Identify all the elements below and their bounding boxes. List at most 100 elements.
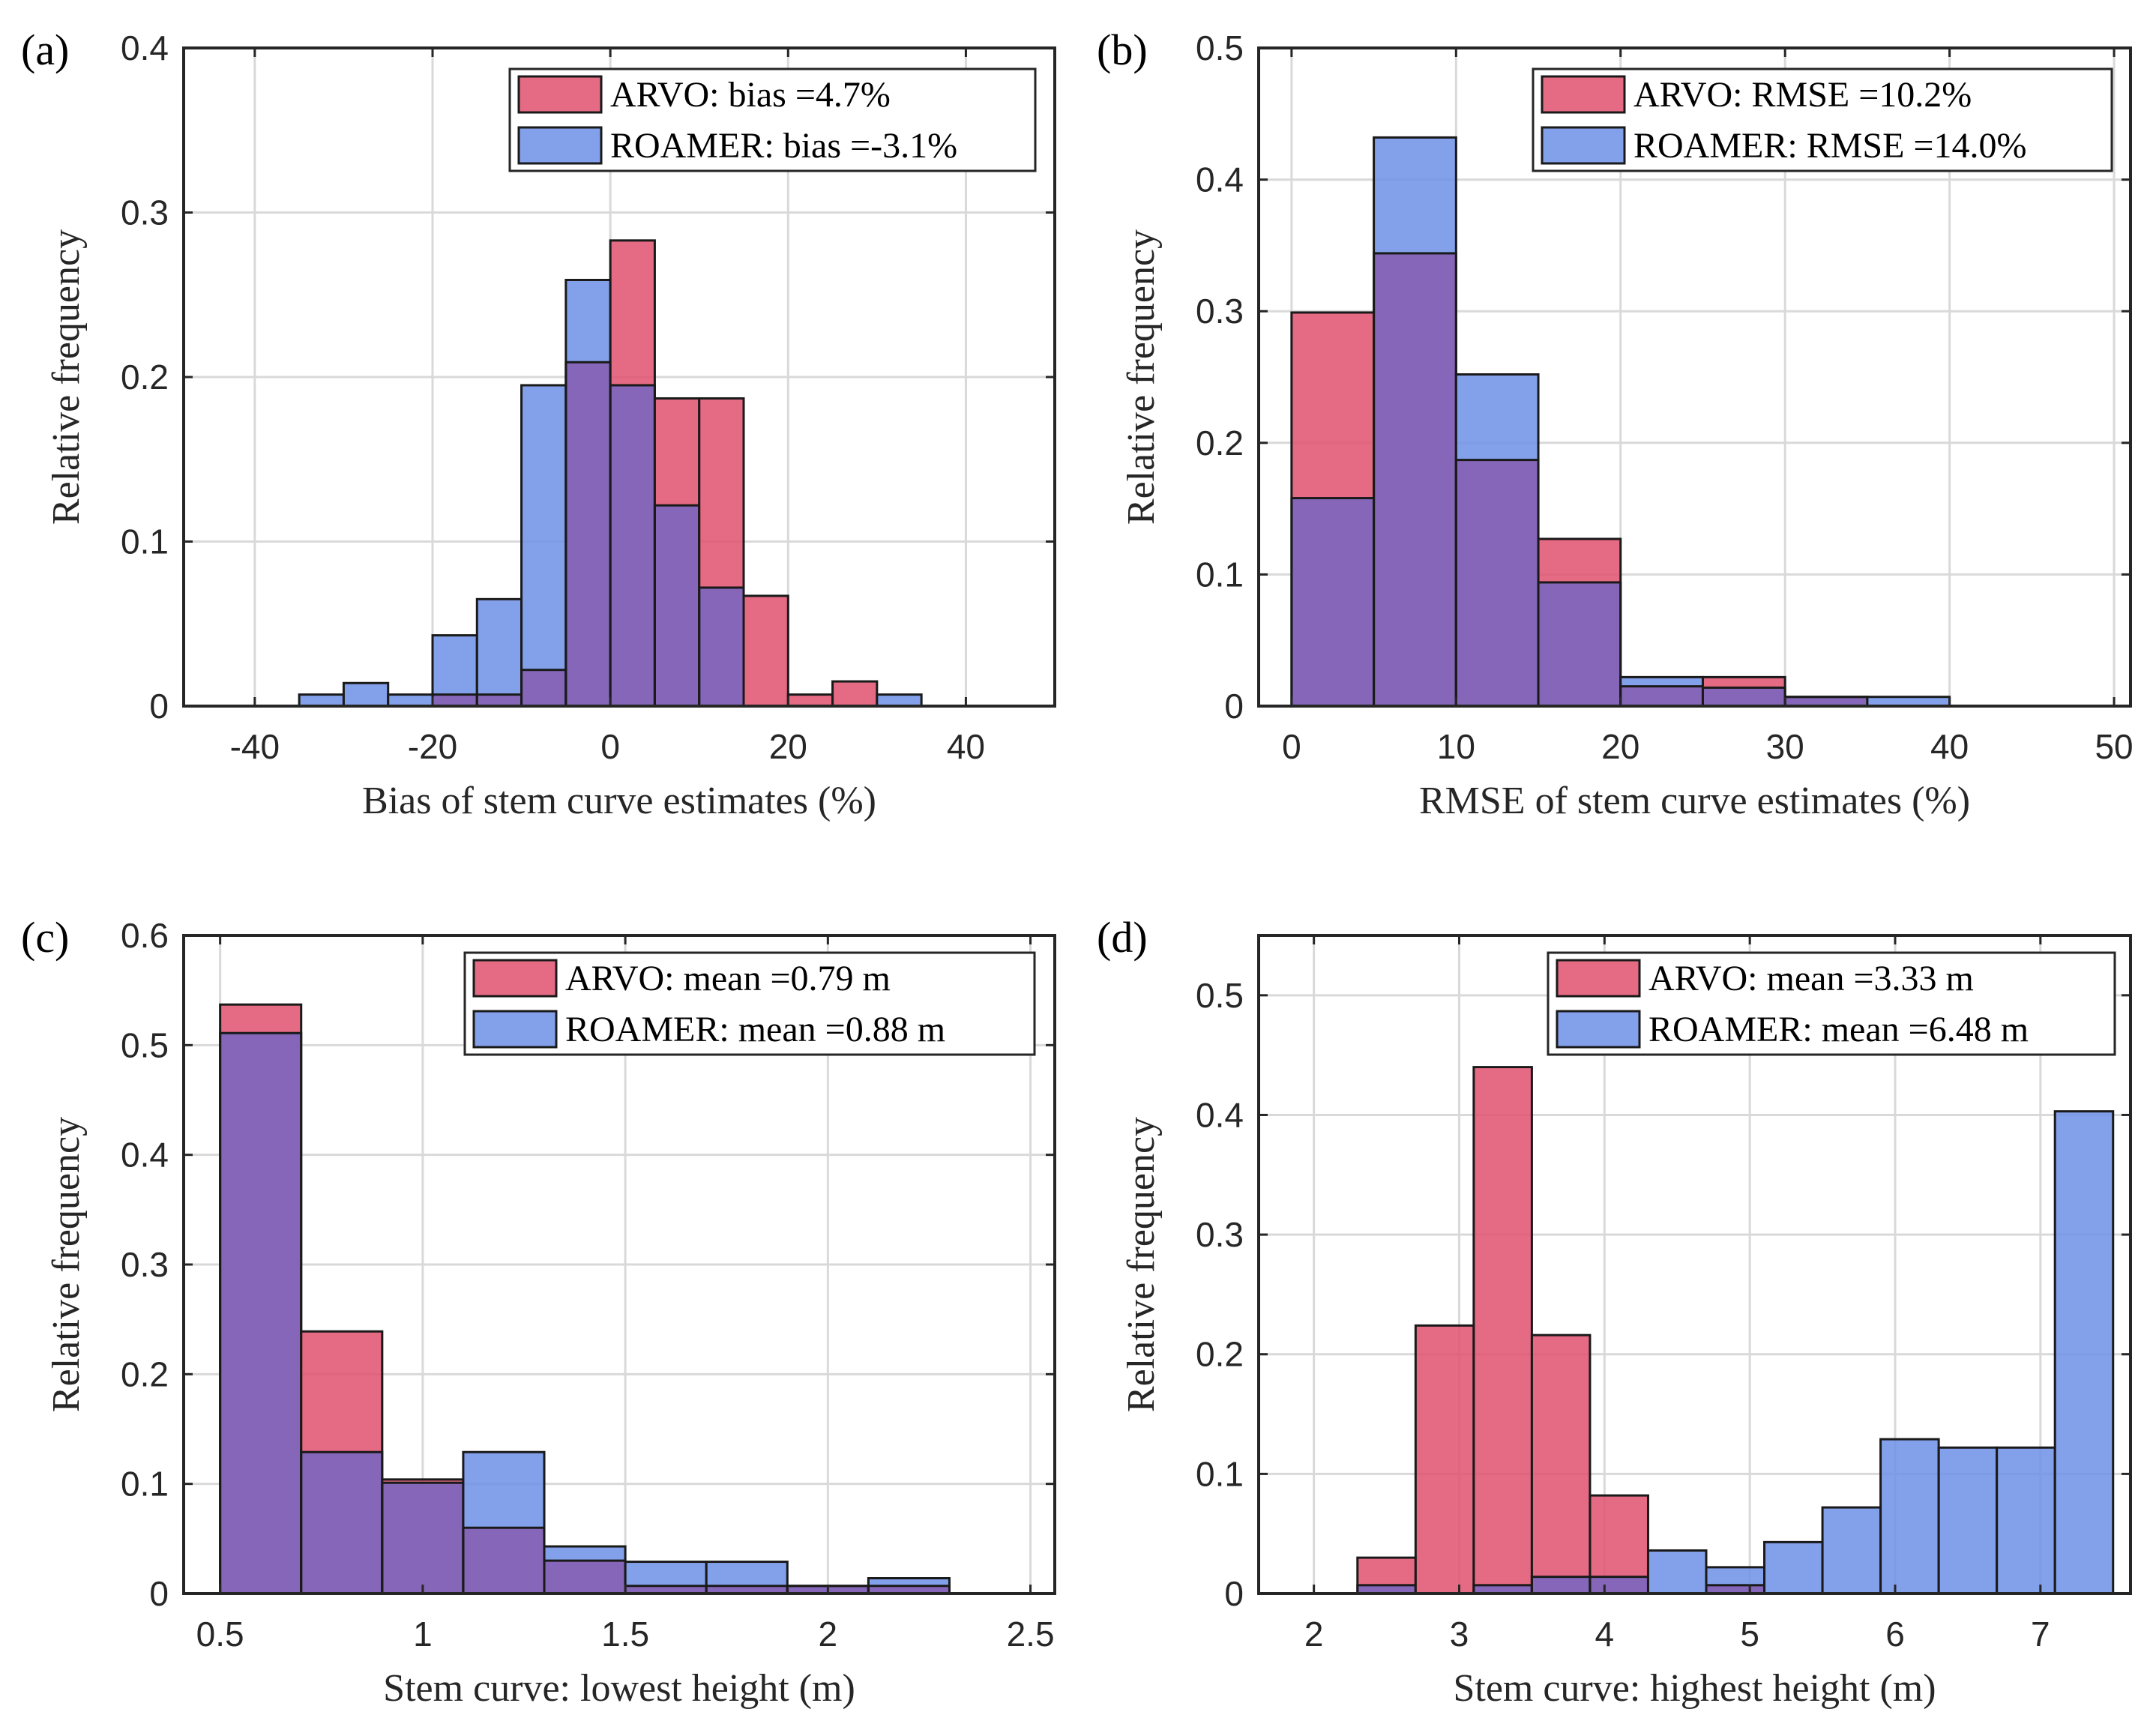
roamer-legend-label: ROAMER: bias =-3.1% <box>610 126 957 166</box>
y-tick-label: 0 <box>1224 1574 1244 1613</box>
roamer-bar <box>2055 1111 2113 1594</box>
arvo-bar <box>382 1479 463 1483</box>
arvo-bar <box>1473 1067 1532 1585</box>
roamer-bar <box>343 683 388 706</box>
arvo-bar <box>699 398 744 588</box>
overlap-bar <box>1538 582 1621 706</box>
x-tick-label: 4 <box>1595 1615 1615 1654</box>
roamer-bar <box>1764 1542 1823 1594</box>
overlap-bar <box>699 587 744 706</box>
panel-c: 0.5 1 1.5 2 2.5 0 0.1 0.2 0.3 0.4 0.5 0.6 Stem curve… <box>21 913 1056 1710</box>
arvo-bar <box>788 694 833 706</box>
roamer-legend-swatch <box>517 126 603 165</box>
roamer-bar <box>1373 137 1457 253</box>
overlap-bar <box>1291 498 1374 706</box>
x-tick-label: 2.5 <box>1007 1615 1055 1654</box>
arvo-bar <box>1538 538 1621 582</box>
x-tick-label: 3 <box>1450 1615 1469 1654</box>
y-tick-label: 0.1 <box>121 522 169 561</box>
overlap-bar <box>610 385 655 706</box>
roamer-bar <box>1620 677 1703 687</box>
x-tick-label: -40 <box>230 727 280 766</box>
overlap-bar <box>477 694 522 706</box>
axes-frame <box>1257 46 2132 708</box>
roamer-bar <box>706 1561 788 1586</box>
x-tick-label: 40 <box>947 727 985 766</box>
y-tick-label: 0.4 <box>1196 160 1244 199</box>
arvo-bar <box>301 1331 382 1453</box>
overlap-bar <box>544 1561 626 1594</box>
arvo-bar <box>220 1004 301 1034</box>
overlap-bar <box>521 669 566 706</box>
y-tick-label: 0.5 <box>1196 28 1244 67</box>
x-tick-label: 50 <box>2095 727 2133 766</box>
roamer-bar <box>1706 1567 1765 1585</box>
x-axis-label: Bias of stem curve estimates (%) <box>362 780 876 822</box>
overlap-bar <box>1473 1585 1532 1594</box>
overlap-bar <box>706 1585 788 1594</box>
overlap-bar <box>433 694 478 706</box>
y-tick-label: 0.3 <box>1196 1215 1244 1254</box>
y-tick-label: 0.5 <box>121 1025 169 1064</box>
overlap-bar <box>868 1585 950 1594</box>
overlap-bar <box>565 362 611 706</box>
x-tick-label: 20 <box>769 727 807 766</box>
x-tick-label: 0 <box>1282 727 1301 766</box>
overlap-bar <box>1706 1585 1765 1594</box>
legend-box <box>1532 67 2113 172</box>
roamer-bar <box>625 1561 707 1586</box>
y-tick-label: 0.2 <box>1196 1335 1244 1374</box>
arvo-legend-swatch <box>517 75 603 114</box>
y-tick-label: 0.3 <box>1196 292 1244 331</box>
legend-box <box>463 951 1036 1056</box>
overlap-bar <box>1702 687 1786 706</box>
x-tick-label: 2 <box>1304 1615 1324 1654</box>
overlap-bar <box>625 1585 707 1594</box>
panel-a: -40 -20 0 20 40 0 0.1 0.2 0.3 0.4 Bias of stem cur… <box>21 25 1056 822</box>
overlap-bar <box>1532 1576 1590 1594</box>
overlap-bar <box>220 1033 301 1594</box>
roamer-bar <box>1648 1550 1707 1594</box>
roamer-bar <box>463 1452 545 1528</box>
x-tick-label: 7 <box>2031 1615 2050 1654</box>
y-tick-label: 0.3 <box>121 193 169 232</box>
arvo-bar <box>1532 1335 1590 1577</box>
overlap-bar <box>301 1452 382 1594</box>
overlap-bar <box>654 505 699 706</box>
overlap-bar <box>1785 696 1867 706</box>
arvo-legend-label: ARVO: mean =0.79 m <box>565 959 891 998</box>
y-axis-label: Relative frequency <box>45 1117 88 1412</box>
roamer-legend-label: ROAMER: mean =6.48 m <box>1648 1010 2029 1049</box>
roamer-bar <box>1456 374 1539 460</box>
x-axis-label: RMSE of stem curve estimates (%) <box>1419 780 1970 822</box>
overlap-bar <box>1373 253 1457 706</box>
x-tick-label: 5 <box>1740 1615 1759 1654</box>
roamer-legend-swatch <box>472 1010 558 1049</box>
x-tick-label: 0 <box>600 727 620 766</box>
arvo-legend-swatch <box>1556 959 1641 998</box>
roamer-legend-label: ROAMER: RMSE =14.0% <box>1633 126 2026 166</box>
axes-frame <box>1257 934 2132 1595</box>
roamer-bar <box>299 694 344 706</box>
x-tick-label: 20 <box>1601 727 1639 766</box>
x-tick-label: 10 <box>1437 727 1475 766</box>
roamer-legend-swatch <box>1541 126 1626 165</box>
y-tick-label: 0.4 <box>121 1136 169 1175</box>
roamer-bar <box>1822 1507 1881 1594</box>
arvo-legend-label: ARVO: bias =4.7% <box>610 75 891 115</box>
arvo-bar <box>1291 312 1374 498</box>
legend-box <box>1547 951 2116 1056</box>
arvo-bar <box>1415 1325 1474 1594</box>
y-tick-label: 0 <box>149 687 169 726</box>
y-tick-label: 0.1 <box>121 1465 169 1504</box>
y-axis-label: Relative frequency <box>45 229 88 525</box>
y-tick-label: 0.3 <box>121 1245 169 1284</box>
arvo-legend-label: ARVO: RMSE =10.2% <box>1633 75 1972 115</box>
roamer-legend-swatch <box>1556 1010 1641 1049</box>
arvo-legend-label: ARVO: mean =3.33 m <box>1648 959 1974 998</box>
roamer-bar <box>868 1578 950 1586</box>
overlap-bar <box>1589 1576 1648 1594</box>
x-tick-label: 6 <box>1885 1615 1905 1654</box>
x-tick-label: 1.5 <box>601 1615 649 1654</box>
